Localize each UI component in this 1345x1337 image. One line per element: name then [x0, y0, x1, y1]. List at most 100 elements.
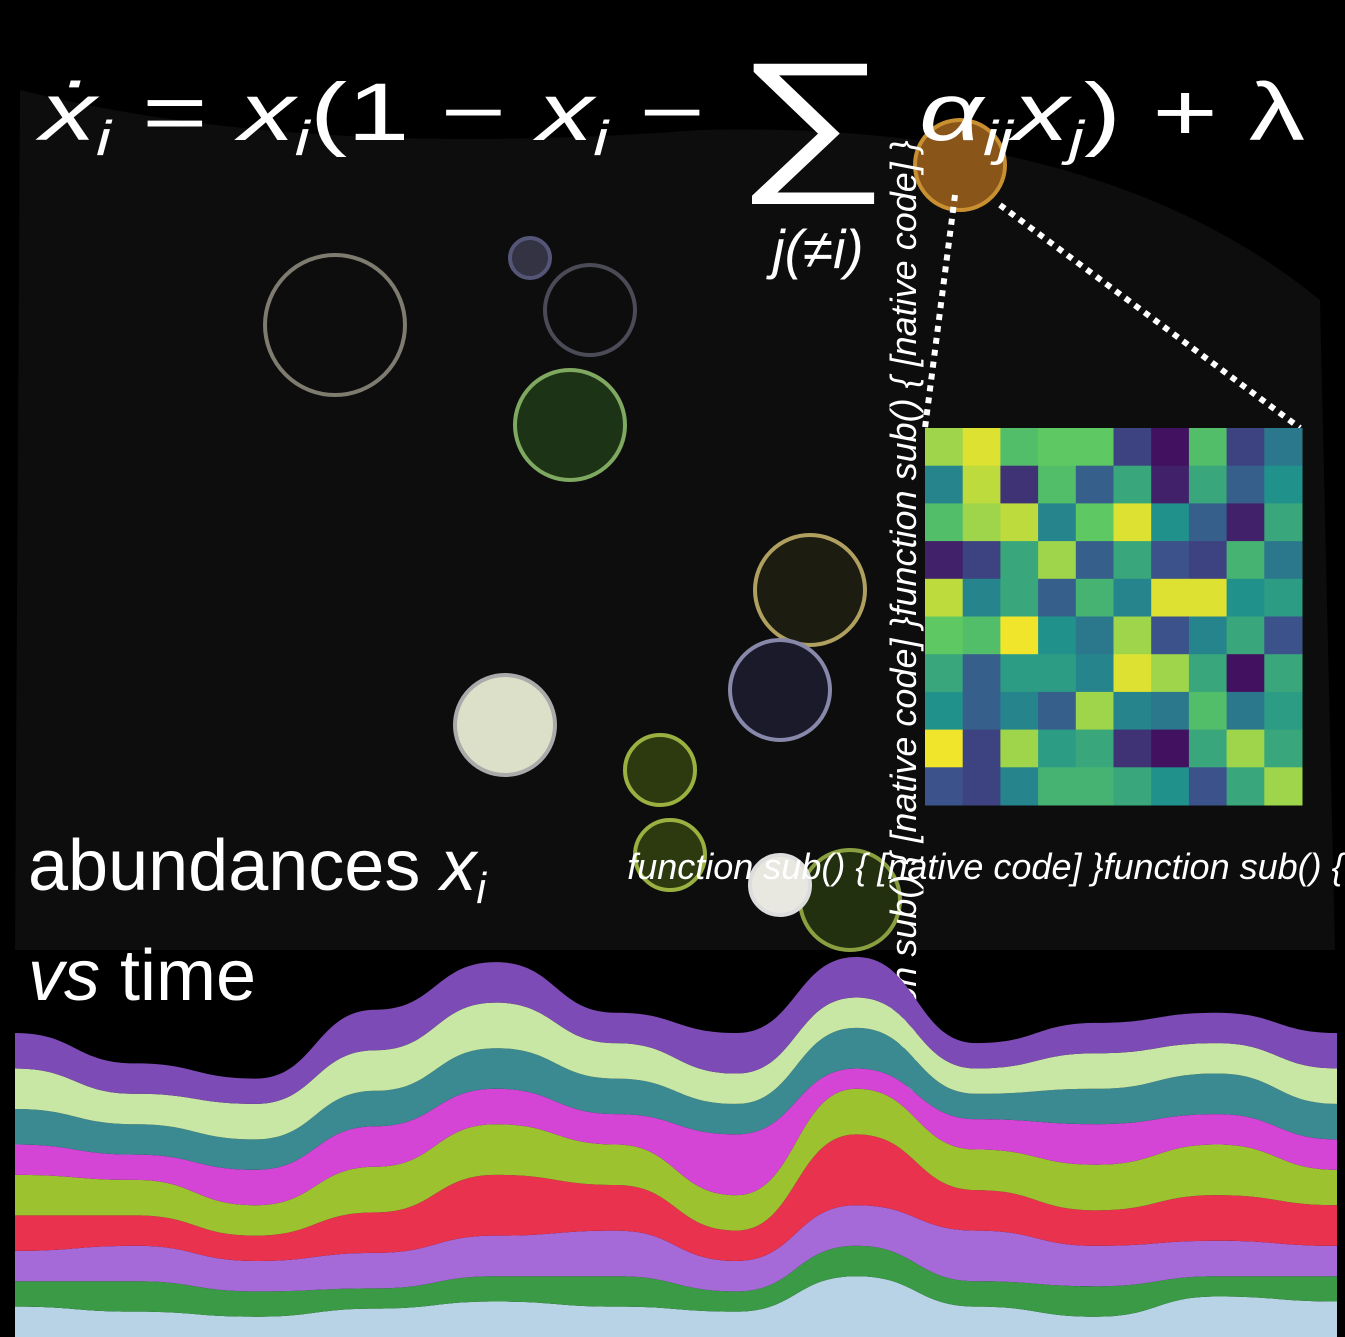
heat-cell — [962, 428, 1001, 467]
heat-cell — [1038, 428, 1077, 467]
heat-cell — [1151, 465, 1190, 504]
heat-cell — [1075, 729, 1114, 768]
heat-cell — [1038, 503, 1077, 542]
subscript: i — [295, 111, 313, 166]
subscript: function sub() { [native code] } — [627, 846, 1103, 887]
heat-cell — [1000, 654, 1039, 693]
heat-cell — [1000, 503, 1039, 542]
heat-cell — [962, 767, 1001, 806]
heat-cell — [925, 616, 964, 655]
heat-cell — [1075, 691, 1114, 731]
heat-cell — [925, 654, 964, 693]
subscript: i — [96, 111, 114, 166]
heat-cell — [925, 465, 964, 504]
rich-text: function sub() { [native code] }function… — [883, 140, 924, 1093]
heat-cell — [1000, 767, 1039, 806]
subscript: function sub() { [native code] } — [883, 140, 924, 616]
heat-cell — [1226, 691, 1265, 731]
heat-cell — [1226, 654, 1265, 693]
text-part: (1 − — [310, 67, 537, 158]
heat-cell — [1226, 503, 1265, 542]
zoom-line — [998, 202, 1302, 431]
text-part: − — [608, 67, 736, 158]
subscript: i — [593, 111, 611, 166]
heat-cell — [1188, 503, 1228, 542]
heat-cell — [962, 465, 1001, 504]
heat-cell — [1151, 767, 1190, 806]
heat-cell — [1113, 616, 1152, 655]
heat-cell — [1000, 729, 1039, 768]
heat-cell — [1226, 541, 1265, 580]
text-part: x — [437, 826, 479, 906]
heat-cell — [1151, 729, 1190, 768]
heat-cell — [1113, 654, 1152, 693]
heat-cell — [1151, 616, 1190, 655]
text-part: ẋ — [35, 67, 101, 158]
heat-cell — [1188, 578, 1228, 617]
heat-cell — [1188, 654, 1228, 693]
heat-cell — [1075, 465, 1114, 504]
heat-cell — [925, 691, 964, 731]
heat-cell — [962, 654, 1001, 693]
stream-layer — [15, 1088, 1337, 1236]
stream-layer — [15, 1245, 1337, 1317]
stream-layer — [15, 1068, 1337, 1206]
heat-cell — [925, 578, 964, 617]
heat-cell — [1075, 578, 1114, 617]
heat-cell — [1113, 691, 1152, 731]
heat-cell — [1075, 428, 1114, 467]
subscript: ij — [983, 111, 1016, 166]
heat-cell — [1264, 616, 1303, 655]
heat-cell — [1000, 691, 1039, 731]
heat-cell — [1000, 465, 1039, 504]
heat-cell — [1113, 767, 1152, 806]
heat-cell — [1226, 428, 1265, 467]
text-part: abundances — [28, 826, 440, 906]
stream-layer — [15, 957, 1337, 1104]
interaction-matrix: function sub() { [native code] }function… — [627, 140, 1345, 1093]
text-part: vs — [28, 936, 100, 1016]
heat-cell — [1188, 541, 1228, 580]
zoom-line — [922, 194, 958, 429]
heat-cell — [1038, 767, 1077, 806]
heat-cell — [1075, 503, 1114, 542]
heat-cell — [1226, 578, 1265, 617]
heat-cell — [1226, 767, 1265, 806]
captions: abundances xi vs time — [28, 826, 487, 1016]
heat-cell — [1038, 691, 1077, 731]
rich-text: abundances xi — [28, 826, 487, 913]
heat-cell — [1151, 654, 1190, 693]
text-part: time — [100, 936, 256, 1016]
heat-cell — [1226, 729, 1265, 768]
heat-cell — [1113, 541, 1152, 580]
stream-layer — [15, 1134, 1337, 1261]
heat-cell — [1038, 578, 1077, 617]
heat-cell — [1000, 616, 1039, 655]
heat-cell — [1151, 541, 1190, 580]
heat-cell — [1113, 578, 1152, 617]
heat-cell — [1151, 691, 1190, 731]
heat-cell — [1188, 729, 1228, 768]
heat-cell — [1038, 616, 1077, 655]
heat-cell — [1264, 691, 1303, 731]
heat-cell — [925, 767, 964, 806]
heat-cell — [1038, 729, 1077, 768]
heat-cell — [1113, 428, 1152, 467]
heat-cell — [962, 503, 1001, 542]
heat-cell — [1075, 616, 1114, 655]
text-part: x — [532, 67, 598, 158]
heat-cell — [1188, 767, 1228, 806]
heat-cell — [962, 578, 1001, 617]
heat-cell — [962, 541, 1001, 580]
heat-cell — [962, 616, 1001, 655]
text-part: x — [1007, 67, 1073, 158]
heat-cell — [925, 729, 964, 768]
heat-cell — [1188, 616, 1228, 655]
heat-cell — [1038, 465, 1077, 504]
plankton — [263, 118, 1007, 952]
heat-cell — [1075, 767, 1114, 806]
subscript: function sub() { [native code] } — [1104, 846, 1345, 887]
stream-layer — [15, 1205, 1337, 1292]
